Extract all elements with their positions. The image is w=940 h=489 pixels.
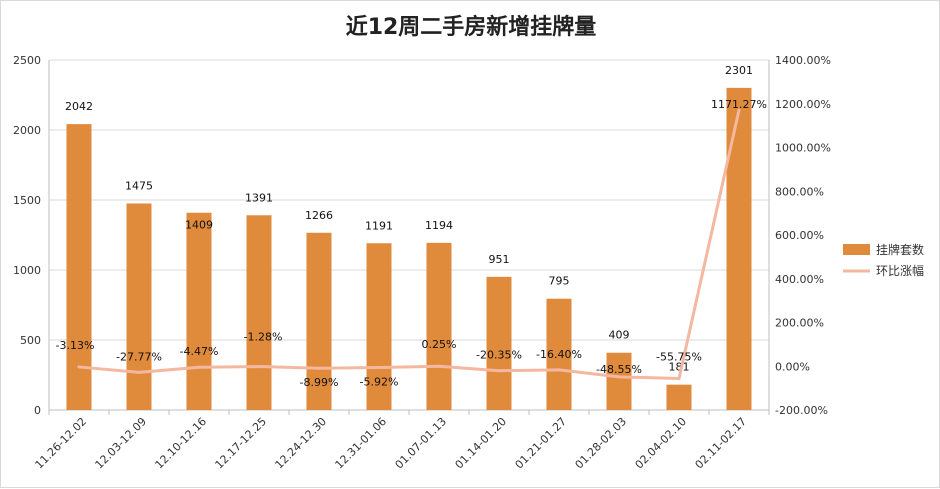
x-tick-label: 01.21-01.27: [513, 415, 570, 472]
x-tick-label: 12.31-01.06: [333, 415, 390, 472]
y-right-tick-label: 400.00%: [775, 273, 824, 286]
x-tick-label: 02.04-02.10: [633, 415, 690, 472]
line-value-label: -55.75%: [656, 350, 702, 363]
x-tick-label: 01.14-01.20: [453, 415, 510, 472]
y-right-tick-label: 200.00%: [775, 317, 824, 330]
bar-value-label: 795: [549, 275, 570, 288]
line-point: [257, 365, 261, 369]
bar: [306, 232, 332, 410]
bar-value-label: 1194: [425, 219, 453, 232]
line-value-label: -27.77%: [116, 350, 162, 363]
line-value-label: -16.40%: [536, 348, 582, 361]
bar: [486, 276, 512, 410]
x-tick-label: 02.11-02.17: [693, 415, 750, 472]
line-point: [137, 370, 141, 374]
bar-value-label: 1391: [245, 191, 273, 204]
bar: [546, 298, 572, 410]
x-tick-label: 01.28-02.03: [573, 415, 630, 472]
line-point: [557, 368, 561, 372]
y-left-tick-label: 500: [20, 334, 41, 347]
y-left-tick-label: 2500: [13, 54, 41, 67]
y-right-tick-label: 1400.00%: [775, 54, 831, 67]
line-value-label: -3.13%: [56, 339, 95, 352]
line-point: [677, 376, 681, 380]
line-point: [317, 366, 321, 370]
legend-bar-swatch: [843, 244, 870, 255]
y-right-tick-label: 600.00%: [775, 229, 824, 242]
bar-value-label: 1266: [305, 209, 333, 222]
x-tick-label: 12.24-12.30: [273, 415, 330, 472]
line-point: [77, 365, 81, 369]
line-point: [617, 375, 621, 379]
x-tick-label: 12.17-12.25: [213, 415, 270, 472]
y-left-tick-label: 2000: [13, 124, 41, 137]
x-tick-label: 01.07-01.13: [393, 415, 450, 472]
y-left-tick-label: 1500: [13, 194, 41, 207]
bar-value-label: 951: [489, 253, 510, 266]
y-right-tick-label: 1000.00%: [775, 142, 831, 155]
bar: [186, 212, 212, 410]
line-point: [377, 366, 381, 370]
bar-value-label: 1191: [365, 219, 393, 232]
line-point: [437, 364, 441, 368]
y-left-tick-label: 1000: [13, 264, 41, 277]
line-series: [78, 109, 741, 380]
bar-value-label: 409: [609, 329, 630, 342]
bar-value-label: 2042: [65, 100, 93, 113]
line-value-label: -4.47%: [180, 345, 219, 358]
legend-line-label: 环比涨幅: [876, 263, 924, 278]
x-tick-label: 12.03-12.09: [93, 415, 150, 472]
x-tick-label: 12.10-12.16: [153, 415, 210, 472]
bar: [666, 384, 692, 410]
line-value-label: -1.28%: [244, 331, 283, 344]
bar-value-label: 2301: [725, 64, 753, 77]
line-value-label: -5.92%: [360, 376, 399, 389]
line-value-label: 1171.27%: [711, 98, 767, 111]
line-value-label: -8.99%: [300, 376, 339, 389]
bar-value-label: 181: [669, 361, 690, 374]
x-tick-label: 11.26-12.02: [33, 415, 90, 472]
bar: [246, 215, 272, 410]
line-point: [497, 369, 501, 373]
legend-bar-label: 挂牌套数: [876, 242, 924, 257]
line-value-label: -48.55%: [596, 363, 642, 376]
bar: [726, 87, 752, 411]
bar: [426, 242, 452, 410]
bar-value-label: 1475: [125, 180, 153, 193]
bar: [126, 203, 152, 410]
line-point: [197, 365, 201, 369]
y-right-tick-label: 800.00%: [775, 185, 824, 198]
bar: [606, 352, 632, 410]
y-right-tick-label: -200.00%: [775, 404, 828, 417]
y-left-tick-label: 0: [34, 404, 41, 417]
bar-value-label: 1409: [185, 219, 213, 232]
y-right-tick-label: 1200.00%: [775, 98, 831, 111]
line-point: [737, 108, 741, 112]
bar: [66, 124, 92, 411]
bar: [366, 243, 392, 410]
chart-title: 近12周二手房新增挂牌量: [345, 15, 597, 40]
line-value-label: -20.35%: [476, 349, 522, 362]
line-value-label: 0.25%: [422, 338, 457, 351]
y-right-tick-label: 0.00%: [775, 360, 810, 373]
